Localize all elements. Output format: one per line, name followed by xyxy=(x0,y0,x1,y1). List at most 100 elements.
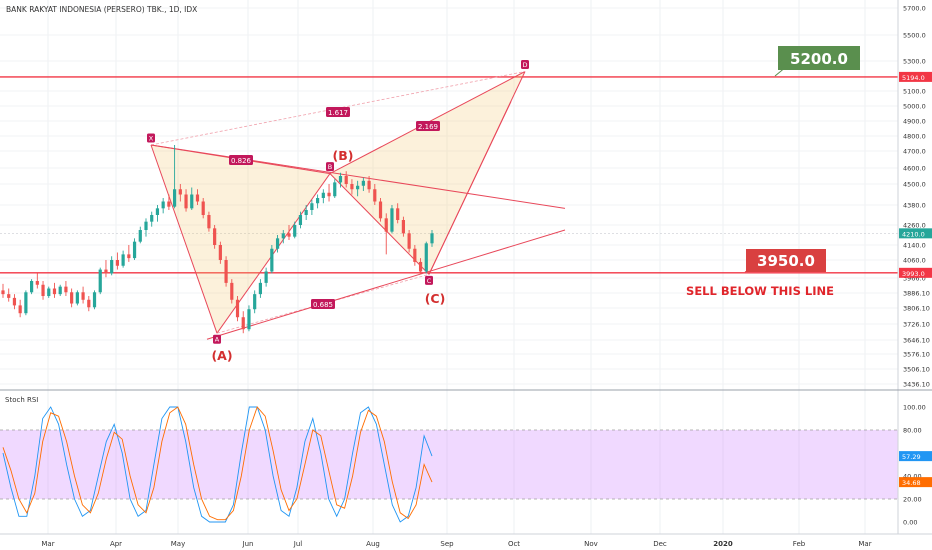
rsi-y-tick-label: 20.00 xyxy=(903,496,922,504)
candle-body xyxy=(161,201,165,209)
price-badge xyxy=(899,71,932,82)
candle-body xyxy=(173,189,177,207)
candle-body xyxy=(275,238,280,249)
pattern-point-label: D xyxy=(522,61,527,69)
stoch-k-line xyxy=(2,406,433,523)
pattern-point-marker xyxy=(425,275,433,285)
candle-body xyxy=(81,292,85,300)
pattern-leg xyxy=(150,144,218,334)
rsi-value-label: 57.29 xyxy=(902,453,921,461)
candle-body xyxy=(190,194,194,209)
candle-body xyxy=(64,286,68,293)
candle-body xyxy=(30,281,34,293)
candle-body xyxy=(361,180,365,186)
candle-body xyxy=(132,241,137,259)
candle-body xyxy=(70,292,74,304)
ratio-label: 0.685 xyxy=(313,301,333,309)
pattern-point-label: B xyxy=(328,163,332,171)
y-tick-label: 3436.10 xyxy=(903,381,930,389)
candle-body xyxy=(287,233,291,237)
candle-body xyxy=(218,245,222,260)
price-badge xyxy=(899,228,932,239)
candle-body xyxy=(247,309,251,330)
y-tick-label: 5100.0 xyxy=(903,88,926,96)
y-tick-label: 3886.10 xyxy=(903,290,930,298)
x-tick-label: Sep xyxy=(440,540,454,548)
candle-body xyxy=(396,208,400,220)
stoch-rsi-band xyxy=(0,430,898,499)
candle-body xyxy=(87,299,91,308)
upper-trend-line xyxy=(150,144,566,209)
candle-body xyxy=(293,225,297,237)
rsi-y-tick-label: 100.00 xyxy=(903,404,926,412)
price-badge-label: 5194.0 xyxy=(902,74,925,82)
candle-body xyxy=(115,260,119,266)
candle-body xyxy=(41,284,45,297)
candle-body xyxy=(235,299,240,318)
candle-body xyxy=(401,220,405,234)
candle-body xyxy=(350,184,354,190)
candle-body xyxy=(230,282,234,300)
y-tick-label: 5500.0 xyxy=(903,32,926,40)
y-tick-label: 3506.10 xyxy=(903,366,930,374)
callout-3950-text: 3950.0 xyxy=(757,252,815,270)
candle-body xyxy=(110,260,114,274)
y-tick-label: 5300.0 xyxy=(903,58,926,66)
candle-body xyxy=(344,176,348,184)
pattern-point-marker xyxy=(147,133,155,143)
candle-body xyxy=(1,290,5,295)
x-tick-label: Oct xyxy=(508,540,520,548)
x-tick-label: 2020 xyxy=(713,540,733,548)
rsi-y-tick-label: 80.00 xyxy=(903,427,922,435)
candle-body xyxy=(52,288,57,295)
x-tick-label: Apr xyxy=(110,540,122,548)
candle-body xyxy=(310,203,314,210)
candle-body xyxy=(390,208,394,232)
pattern-point-label: A xyxy=(215,336,220,344)
candle-body xyxy=(327,192,331,197)
candle-body xyxy=(424,243,428,272)
pattern-point-marker xyxy=(326,162,334,172)
grid xyxy=(0,0,898,534)
candle-body xyxy=(356,185,360,190)
candle-body xyxy=(333,182,337,197)
candle-body xyxy=(373,189,377,202)
y-tick-label: 5700.0 xyxy=(903,5,926,13)
candle-body xyxy=(207,215,211,229)
chart-title: BANK RAKYAT INDONESIA (PERSERO) TBK., 1D… xyxy=(6,5,197,14)
label-a: (A) xyxy=(211,348,232,363)
candle-body xyxy=(178,189,182,195)
rsi-y-tick-label: 0.00 xyxy=(903,519,917,527)
x-tick-label: Mar xyxy=(858,540,871,548)
candle-body xyxy=(167,201,171,207)
candle-body xyxy=(264,271,268,283)
projection-line xyxy=(428,101,512,275)
candle-body xyxy=(184,194,188,209)
rsi-value-badge xyxy=(899,477,932,488)
candle-body xyxy=(24,292,28,314)
y-tick-label: 4260.0 xyxy=(903,222,926,230)
harmonic-pattern xyxy=(150,71,566,340)
y-tick-label: 4600.0 xyxy=(903,165,926,173)
candle-body xyxy=(304,210,308,215)
candle-body xyxy=(367,180,371,190)
y-tick-label: 4380.0 xyxy=(903,202,926,210)
stoch-d-line xyxy=(2,406,433,521)
rsi-value-label: 34.68 xyxy=(902,479,921,487)
pattern-leg xyxy=(329,173,430,275)
candle-body xyxy=(213,228,217,245)
candle-body xyxy=(418,261,423,272)
y-tick-label: 4700.0 xyxy=(903,148,926,156)
candle-body xyxy=(430,233,434,244)
candle-body xyxy=(7,294,11,298)
candle-body xyxy=(378,201,383,219)
pattern-leg xyxy=(216,173,331,334)
y-tick-label: 4500.0 xyxy=(903,181,926,189)
ratio-badge xyxy=(311,299,335,309)
pattern-point-marker xyxy=(521,60,529,69)
candle-body xyxy=(316,198,320,204)
xab-triangle xyxy=(151,145,330,334)
candlestick-series xyxy=(1,145,434,334)
